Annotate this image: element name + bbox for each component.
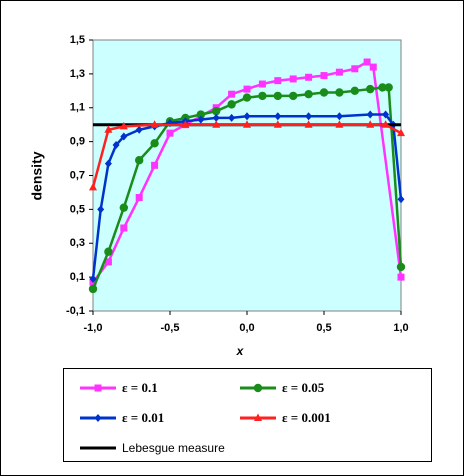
y-tick-label: -0,1 bbox=[66, 305, 85, 317]
y-tick-label: 0,1 bbox=[70, 271, 85, 283]
data-point bbox=[166, 129, 174, 137]
data-point bbox=[381, 120, 390, 128]
data-point bbox=[120, 224, 128, 232]
data-point bbox=[89, 182, 97, 191]
data-point bbox=[378, 83, 387, 92]
data-point bbox=[304, 120, 313, 128]
data-point bbox=[181, 120, 190, 128]
data-point bbox=[350, 86, 359, 96]
data-point bbox=[289, 91, 298, 101]
y-tick-label: 1,1 bbox=[70, 102, 85, 114]
data-point bbox=[335, 120, 344, 128]
data-point bbox=[305, 73, 313, 81]
data-point bbox=[335, 88, 344, 97]
x-axis-label: x bbox=[236, 344, 245, 358]
data-point bbox=[397, 195, 405, 204]
data-point bbox=[135, 125, 143, 134]
data-point bbox=[112, 141, 120, 150]
legend-label: ε = 0.1 bbox=[122, 380, 158, 395]
data-point bbox=[196, 110, 205, 119]
data-point bbox=[382, 110, 390, 119]
data-point bbox=[243, 112, 251, 121]
data-point bbox=[305, 112, 313, 121]
data-point bbox=[212, 113, 220, 122]
y-tick-label: 0,7 bbox=[70, 169, 85, 181]
data-point bbox=[150, 120, 159, 128]
y-tick-label: 0,5 bbox=[70, 203, 85, 215]
data-point bbox=[119, 203, 128, 212]
data-point bbox=[228, 113, 236, 122]
data-point bbox=[351, 65, 359, 73]
data-point bbox=[258, 80, 266, 88]
data-point bbox=[397, 273, 405, 281]
data-point bbox=[212, 120, 221, 128]
data-point bbox=[104, 247, 113, 256]
data-point bbox=[212, 106, 221, 116]
x-tick-label: -0,5 bbox=[161, 322, 180, 334]
data-point bbox=[366, 84, 375, 94]
legend-label: ε = 0.05 bbox=[282, 380, 325, 395]
legend-label: ε = 0.01 bbox=[122, 410, 164, 425]
data-point bbox=[319, 88, 329, 97]
legend-marker bbox=[253, 383, 263, 393]
data-point bbox=[242, 93, 252, 102]
legend-marker bbox=[254, 413, 262, 421]
data-point bbox=[243, 85, 251, 93]
data-point bbox=[104, 125, 113, 133]
data-point bbox=[119, 121, 128, 130]
data-point bbox=[135, 156, 144, 165]
data-point bbox=[150, 139, 159, 148]
y-axis-label: density bbox=[29, 151, 45, 200]
data-point bbox=[97, 205, 105, 214]
legend-marker bbox=[94, 414, 102, 422]
data-point bbox=[104, 159, 112, 168]
data-point bbox=[366, 110, 374, 119]
legend-marker bbox=[94, 384, 102, 392]
data-point bbox=[120, 132, 128, 141]
y-tick-label: 0,3 bbox=[70, 237, 85, 249]
data-point bbox=[243, 120, 251, 128]
data-point bbox=[258, 91, 267, 101]
legend-box bbox=[63, 368, 432, 462]
series-line bbox=[91, 86, 403, 290]
data-point bbox=[197, 115, 205, 124]
data-point bbox=[366, 120, 375, 128]
data-point bbox=[335, 68, 343, 76]
data-point bbox=[89, 274, 97, 283]
x-tick-label: 1,0 bbox=[393, 322, 408, 334]
x-tick-label: -1,0 bbox=[84, 322, 103, 334]
data-point bbox=[273, 91, 282, 101]
y-tick-label: 0,9 bbox=[70, 136, 85, 148]
x-tick-label: 0,5 bbox=[316, 322, 331, 334]
data-point bbox=[88, 284, 98, 294]
legend-label: Lebesgue measure bbox=[122, 441, 225, 455]
x-tick-label: 0,0 bbox=[239, 322, 254, 334]
data-point bbox=[135, 194, 143, 202]
data-point bbox=[369, 63, 377, 71]
data-point bbox=[273, 120, 282, 128]
data-point bbox=[151, 161, 159, 169]
plot-area bbox=[92, 39, 402, 312]
data-point bbox=[304, 90, 313, 99]
data-point bbox=[363, 58, 371, 66]
data-point bbox=[396, 262, 406, 272]
data-point bbox=[384, 83, 393, 92]
data-point bbox=[228, 90, 236, 98]
y-tick-label: 1,3 bbox=[70, 68, 85, 80]
data-point bbox=[320, 72, 328, 80]
data-point bbox=[335, 112, 343, 121]
data-point bbox=[104, 258, 112, 266]
y-tick-label: 1,5 bbox=[70, 34, 85, 46]
data-point bbox=[397, 128, 405, 137]
data-point bbox=[274, 112, 282, 121]
data-point bbox=[289, 75, 297, 83]
data-point bbox=[274, 77, 282, 85]
legend-label: ε = 0.001 bbox=[282, 410, 331, 425]
data-point bbox=[227, 100, 236, 109]
